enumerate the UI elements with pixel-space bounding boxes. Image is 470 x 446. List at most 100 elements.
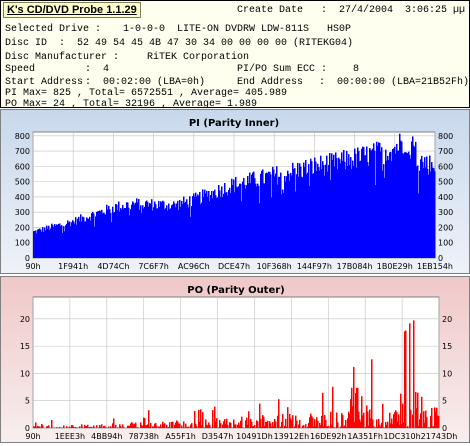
data-bar <box>410 410 412 428</box>
data-bar <box>59 427 61 428</box>
x-tick-label: 90h <box>25 262 40 271</box>
x-tick-label: 1DC310h <box>383 432 420 441</box>
y-tick-label-right: 500 <box>438 178 453 187</box>
data-bar <box>431 408 433 428</box>
y-tick-label-left: 800 <box>15 132 30 141</box>
data-bar <box>123 427 125 428</box>
y-tick-label-left: 100 <box>15 239 30 248</box>
data-bar <box>51 420 53 428</box>
y-tick-label-right: 100 <box>438 239 453 248</box>
data-bar <box>248 411 250 428</box>
chart-title: PO (Parity Outer) <box>187 285 285 296</box>
data-bar <box>299 420 301 428</box>
data-bar <box>413 320 415 428</box>
speed-value: : 4 <box>85 64 109 76</box>
data-bar <box>285 419 287 428</box>
chart-title: PI (Parity Inner) <box>189 118 279 129</box>
data-bar <box>216 418 218 428</box>
data-bar <box>172 422 174 428</box>
data-bar <box>305 424 307 428</box>
data-bar <box>278 399 280 428</box>
data-bar <box>371 359 373 428</box>
data-bar <box>181 425 183 428</box>
disc-id-value: 52 49 54 45 4B 47 30 34 00 00 00 00 (RIT… <box>77 38 353 50</box>
data-bar <box>117 427 119 428</box>
data-bar <box>79 426 81 428</box>
x-tick-label: 1F941h <box>58 262 88 271</box>
data-bar <box>210 427 212 428</box>
data-bar <box>312 418 314 428</box>
data-bar <box>317 421 319 428</box>
y-tick-label-right: 15 <box>442 342 452 351</box>
data-bar <box>292 415 294 428</box>
selected-drive-label: Selected Drive : <box>5 24 101 36</box>
data-bar <box>407 426 409 428</box>
data-bar <box>434 171 436 258</box>
data-bar <box>230 423 232 428</box>
data-bar <box>275 422 277 429</box>
data-bar <box>296 421 298 428</box>
pipo-ecc-label: PI/PO Sum ECC : <box>237 64 327 76</box>
data-bar <box>75 427 77 428</box>
data-bar <box>69 427 71 429</box>
y-tick-label-right: 700 <box>438 147 453 156</box>
data-bar <box>120 426 122 428</box>
data-bar <box>373 426 375 428</box>
x-tick-label: 4BB94h <box>91 432 122 441</box>
data-bar <box>137 427 139 428</box>
data-bar <box>254 425 256 428</box>
disc-manufacturer-label: Disc Manufacturer : <box>5 52 119 64</box>
y-tick-label-right: 800 <box>438 132 453 141</box>
y-tick-label-right: 200 <box>438 223 453 232</box>
data-bar <box>363 413 365 428</box>
x-tick-label: 90h <box>25 432 40 441</box>
data-bar <box>387 422 389 428</box>
data-bar <box>113 419 115 429</box>
x-tick-label: AC96Ch <box>178 262 210 271</box>
x-tick-label: D3547h <box>202 432 234 441</box>
y-tick-label-right: 20 <box>442 315 452 324</box>
data-bar <box>328 426 330 428</box>
pipo-ecc-value: 8 <box>353 64 359 76</box>
data-bar <box>39 426 41 428</box>
data-bar <box>376 419 378 428</box>
data-bar <box>156 426 158 428</box>
y-tick-label-left: 600 <box>15 162 30 171</box>
x-tick-label: 17B084h <box>337 262 373 271</box>
y-tick-label-right: 5 <box>442 397 447 406</box>
data-bar <box>303 425 305 428</box>
data-bar <box>426 417 428 428</box>
data-bar <box>337 422 339 428</box>
data-bar <box>135 423 137 428</box>
disc-manufacturer-value: RiTEK Corporation <box>147 52 249 64</box>
data-bar <box>345 420 347 428</box>
data-bar <box>242 427 244 428</box>
data-bar <box>235 424 237 428</box>
y-tick-label-left: 200 <box>15 223 30 232</box>
create-date-label: Create Date <box>237 5 303 17</box>
data-bar <box>417 393 419 428</box>
data-bar <box>241 417 243 428</box>
data-bar <box>196 426 198 428</box>
x-tick-label: 21743Dh <box>421 432 458 441</box>
data-bar <box>282 414 284 428</box>
data-bar <box>353 367 355 428</box>
x-tick-label: 1EEE3h <box>55 432 85 441</box>
y-tick-label-right: 600 <box>438 162 453 171</box>
data-bar <box>260 419 262 428</box>
x-tick-label: A55F1h <box>165 432 195 441</box>
data-bar <box>400 394 402 428</box>
y-tick-label-left: 500 <box>15 178 30 187</box>
data-bar <box>148 410 150 428</box>
data-bar <box>267 421 269 428</box>
data-bar <box>202 412 204 428</box>
y-tick-label-left: 20 <box>20 315 30 324</box>
data-bar <box>164 423 166 428</box>
disc-id-label: Disc ID : <box>5 38 65 50</box>
y-tick-label-left: 15 <box>20 342 30 351</box>
x-tick-label: 10F368h <box>257 262 292 271</box>
create-date-value: : 27/4/2004 3:06:25 µµ <box>321 5 465 17</box>
